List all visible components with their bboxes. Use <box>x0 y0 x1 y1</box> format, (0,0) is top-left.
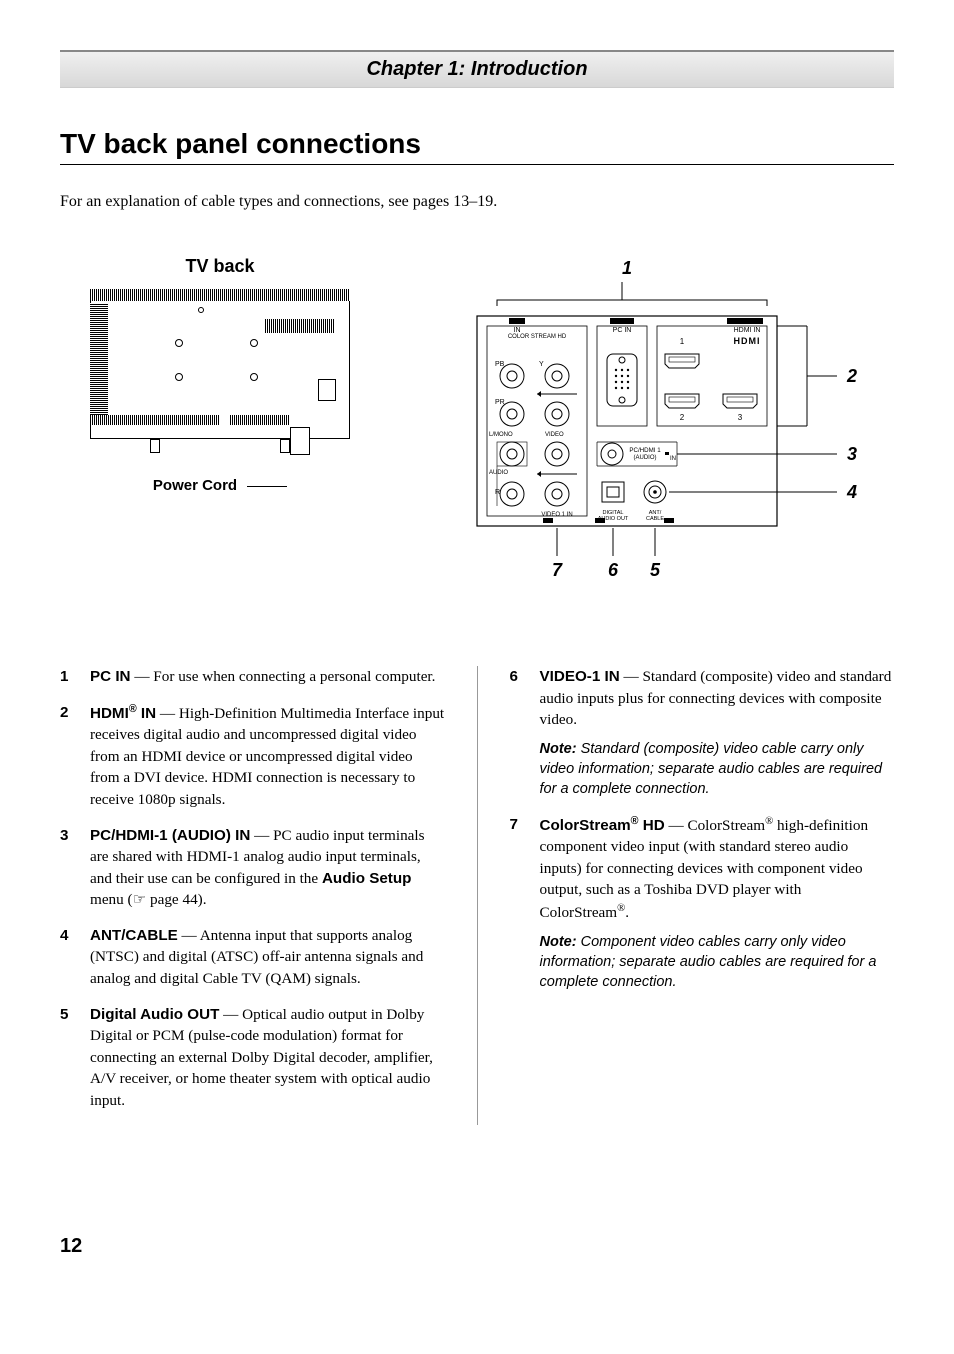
body-columns: 1 PC IN — For use when connecting a pers… <box>60 666 894 1125</box>
tv-back-label: TV back <box>60 256 380 277</box>
svg-text:3: 3 <box>738 413 743 422</box>
item-3: 3 PC/HDMI-1 (AUDIO) IN — PC audio input … <box>60 825 445 911</box>
svg-text:(AUDIO): (AUDIO) <box>634 455 657 461</box>
tv-back-illustration <box>90 289 350 459</box>
svg-text:R: R <box>495 489 500 496</box>
panel-svg: 1 IN COLOR STREAM HD PB Y PR L/MONO VIDE… <box>437 256 877 596</box>
section-title: TV back panel connections <box>60 128 894 165</box>
svg-text:IN: IN <box>514 327 521 334</box>
item-5: 5 Digital Audio OUT — Optical audio outp… <box>60 1004 445 1112</box>
callout-2: 2 <box>846 366 857 386</box>
diagram-row: TV back Power Cord 1 <box>60 256 894 596</box>
callout-3: 3 <box>847 444 857 464</box>
right-column: 6 VIDEO-1 IN — Standard (composite) vide… <box>510 666 895 1125</box>
svg-text:CABLE: CABLE <box>646 516 664 522</box>
svg-text:1: 1 <box>680 337 685 346</box>
item-1: 1 PC IN — For use when connecting a pers… <box>60 666 445 688</box>
tv-back-column: TV back Power Cord <box>60 256 380 495</box>
svg-text:HDMI: HDMI <box>734 336 761 346</box>
item-4: 4 ANT/CABLE — Antenna input that support… <box>60 925 445 990</box>
left-column: 1 PC IN — For use when connecting a pers… <box>60 666 445 1125</box>
callout-4: 4 <box>846 482 857 502</box>
svg-text:PR: PR <box>495 399 505 406</box>
svg-text:2: 2 <box>680 413 685 422</box>
power-cord-line <box>247 486 287 487</box>
svg-text:PC IN: PC IN <box>613 327 632 334</box>
callout-7: 7 <box>552 560 563 580</box>
callout-1: 1 <box>622 258 632 278</box>
callout-6: 6 <box>608 560 619 580</box>
svg-text:L/MONO: L/MONO <box>489 432 513 438</box>
back-panel-diagram: 1 IN COLOR STREAM HD PB Y PR L/MONO VIDE… <box>420 256 894 596</box>
item-2: 2 HDMI® IN — High-Definition Multimedia … <box>60 702 445 811</box>
svg-text:IN: IN <box>670 456 676 462</box>
svg-text:Y: Y <box>539 361 544 368</box>
svg-text:HDMI IN: HDMI IN <box>734 327 761 334</box>
svg-text:AUDIO: AUDIO <box>489 470 508 476</box>
item-6: 6 VIDEO-1 IN — Standard (composite) vide… <box>510 666 895 800</box>
page-number: 12 <box>60 1235 894 1258</box>
note-6: Note: Standard (composite) video cable c… <box>540 739 895 800</box>
note-7: Note: Component video cables carry only … <box>540 932 895 993</box>
svg-text:COLOR STREAM HD: COLOR STREAM HD <box>508 334 567 340</box>
column-divider <box>477 666 478 1125</box>
chapter-banner: Chapter 1: Introduction <box>60 50 894 88</box>
svg-text:VIDEO: VIDEO <box>545 432 564 438</box>
item-7: 7 ColorStream® HD — ColorStream® high-de… <box>510 814 895 993</box>
svg-text:PB: PB <box>495 361 505 368</box>
power-cord-label: Power Cord <box>153 477 237 494</box>
svg-text:PC/HDMI 1: PC/HDMI 1 <box>629 447 661 454</box>
intro-text: For an explanation of cable types and co… <box>60 193 894 211</box>
svg-text:VIDEO 1 IN: VIDEO 1 IN <box>541 512 572 518</box>
callout-5: 5 <box>650 560 661 580</box>
